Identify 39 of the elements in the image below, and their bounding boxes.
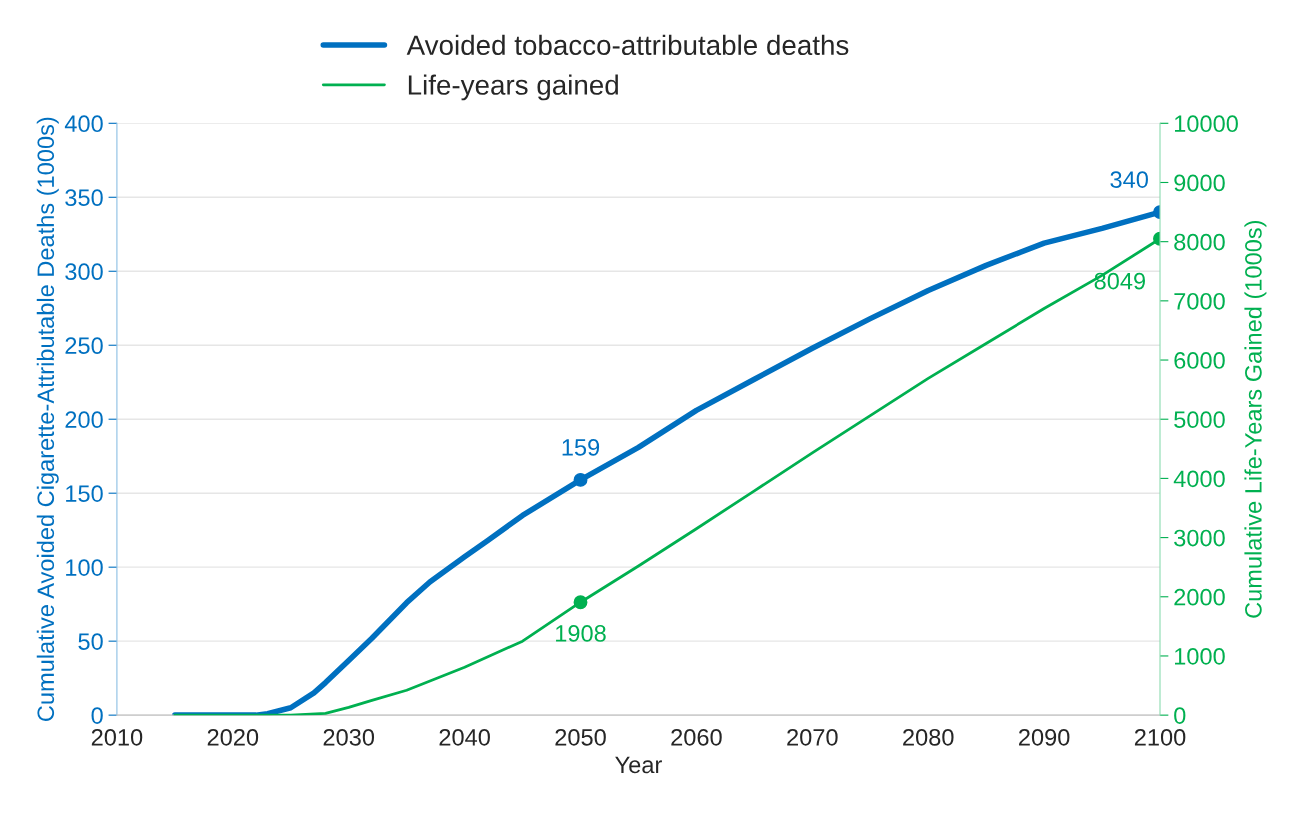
data-label: 8049 — [1094, 272, 1145, 290]
data-label: 1908 — [556, 625, 606, 642]
data-label: 159 — [562, 439, 600, 456]
legend-label: Avoided tobacco-attributable deaths — [406, 34, 849, 56]
x-axis-title: Year — [615, 756, 662, 774]
x-tick-label: 2090 — [1019, 728, 1070, 746]
y2-tick-label: 7000 — [1174, 292, 1225, 310]
x-tick-label: 2050 — [555, 728, 606, 746]
y-tick-label: 100 — [66, 559, 103, 576]
y2-axis-title: Cumulative Life-Years Gained (1000s) — [1244, 220, 1267, 618]
y-axis-title: Cumulative Avoided Cigarette-Attributable Deaths (1000s) — [36, 117, 59, 721]
y-tick-label: 300 — [65, 263, 103, 281]
y2-tick-label: 6000 — [1174, 352, 1225, 369]
y-tick-label: 250 — [65, 337, 103, 355]
y-tick-label: 350 — [65, 189, 103, 207]
y2-tick-label: 8000 — [1174, 233, 1225, 251]
x-tick-label: 2060 — [671, 728, 722, 746]
x-tick-label: 2040 — [439, 728, 490, 746]
x-tick-label: 2070 — [787, 728, 838, 746]
y2-tick-label: 0 — [1174, 707, 1186, 724]
legend-label: Life-years gained — [408, 74, 618, 101]
y2-tick-label: 3000 — [1174, 529, 1225, 547]
y2-tick-label: 10000 — [1175, 115, 1238, 133]
x-tick-label: 2080 — [903, 728, 954, 746]
y-tick-label: 200 — [65, 411, 103, 429]
y2-tick-label: 4000 — [1173, 470, 1225, 488]
y2-tick-label: 5000 — [1174, 411, 1225, 429]
y-tick-label: 150 — [66, 485, 103, 502]
x-tick-label: 2100 — [1134, 728, 1186, 746]
x-tick-label: 2030 — [323, 728, 375, 746]
y-tick-label: 0 — [91, 707, 103, 724]
x-tick-label: 2020 — [207, 728, 259, 746]
data-label: 340 — [1110, 171, 1148, 188]
y2-tick-label: 9000 — [1174, 174, 1225, 192]
y2-tick-label: 1000 — [1175, 648, 1225, 665]
y-tick-label: 400 — [64, 115, 103, 133]
x-tick-label: 2010 — [91, 728, 143, 746]
y2-tick-label: 2000 — [1174, 588, 1225, 606]
y-tick-label: 50 — [78, 633, 103, 650]
